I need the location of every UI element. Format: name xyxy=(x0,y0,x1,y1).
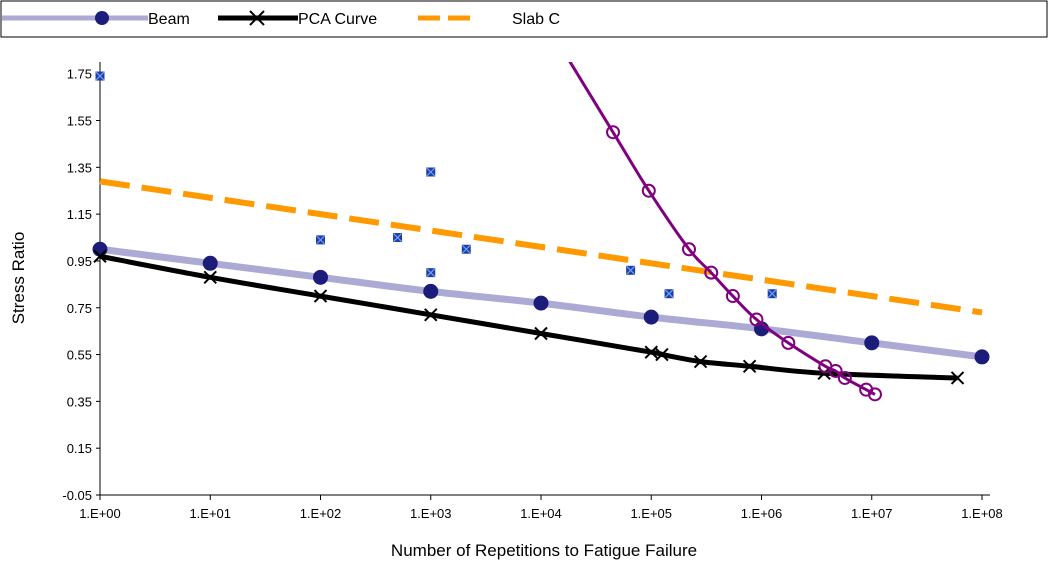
purple-curve-point xyxy=(641,183,656,198)
beam-point xyxy=(864,335,880,351)
legend-beam-label: Beam xyxy=(148,11,190,28)
pca-curve-point xyxy=(313,289,328,303)
blue-point-cross xyxy=(95,71,105,81)
purple-curve-point xyxy=(828,363,843,378)
y-axis-title: Stress Ratio xyxy=(9,232,28,325)
beam-point xyxy=(533,295,549,311)
x-axis-title: Number of Repetitions to Fatigue Failure xyxy=(391,541,697,560)
pca-curve-line xyxy=(99,253,958,381)
beam-point xyxy=(643,309,659,325)
beam-point xyxy=(423,283,439,299)
x-tick-label: 1.E+00 xyxy=(79,506,121,521)
y-tick-label: 0.15 xyxy=(67,441,92,456)
y-tick-label: -0.05 xyxy=(62,488,92,503)
pca-curve-point xyxy=(93,249,107,263)
pca-curve-point xyxy=(534,326,548,341)
pca-curve-point xyxy=(655,347,669,362)
x-tick-label: 1.E+07 xyxy=(851,506,893,521)
blue-point-cross xyxy=(626,265,636,275)
blue-point-cross xyxy=(316,235,325,245)
beam-point xyxy=(974,349,990,365)
legend-slab-c-label: Slab C xyxy=(512,11,560,28)
blue-point-series xyxy=(95,71,777,299)
x-tick-label: 1.E+03 xyxy=(410,506,452,521)
legend-pca-label: PCA Curve xyxy=(298,11,377,28)
y-tick-label: 0.55 xyxy=(67,348,92,363)
pca-curve-point xyxy=(950,371,965,385)
purple-curve-point xyxy=(837,370,852,385)
y-tick-label: 0.75 xyxy=(67,301,92,316)
y-tick-label: 1.55 xyxy=(67,114,92,129)
legend: Beam PCA Curve Slab C xyxy=(2,10,560,28)
blue-point-cross xyxy=(461,244,471,254)
beam-point xyxy=(313,269,328,285)
pca-curve-point xyxy=(644,345,658,359)
slab-c-series xyxy=(99,178,983,316)
legend-box xyxy=(0,0,1048,38)
y-tick-label: 1.15 xyxy=(67,207,92,222)
purple-curve-line xyxy=(568,62,876,396)
x-tick-label: 1.E+06 xyxy=(741,506,783,521)
purple-curve-point xyxy=(704,265,719,280)
purple-curve-point xyxy=(725,289,740,304)
purple-curve-point xyxy=(867,387,882,402)
purple-curve-point xyxy=(682,242,697,257)
pca-curve-point xyxy=(693,354,708,369)
pca-curve-series xyxy=(93,249,965,385)
x-tick-label: 1.E+04 xyxy=(520,506,562,521)
y-tick-label: 1.75 xyxy=(67,67,92,82)
beam-point xyxy=(202,255,218,271)
legend-pca-marker xyxy=(249,10,265,26)
purple-curve-point xyxy=(781,335,796,350)
purple-series xyxy=(568,62,882,402)
blue-point-cross xyxy=(426,167,436,177)
beam-point xyxy=(92,241,108,257)
y-tick-label: 0.35 xyxy=(67,394,92,409)
blue-point-cross xyxy=(664,289,674,299)
blue-point-cross xyxy=(426,268,436,278)
pca-curve-point xyxy=(203,270,217,285)
pca-curve-point xyxy=(424,308,438,322)
x-tick-label: 1.E+02 xyxy=(300,506,342,521)
slab-c-line xyxy=(99,178,983,316)
x-tick-label: 1.E+08 xyxy=(961,506,1003,521)
blue-point-cross xyxy=(393,233,402,242)
blue-point-cross xyxy=(767,289,777,299)
pca-curve-point xyxy=(742,359,757,373)
y-tick-label: 1.35 xyxy=(67,160,92,175)
x-tick-label: 1.E+05 xyxy=(630,506,672,521)
purple-curve-point xyxy=(606,125,621,140)
y-tick-label: 0.95 xyxy=(67,254,92,269)
x-tick-label: 1.E+01 xyxy=(189,506,231,521)
legend-beam-marker xyxy=(95,11,109,25)
x-ticks: 1.E+00 1.E+01 1.E+02 1.E+03 1.E+04 1.E+05 1.E+… xyxy=(79,495,1003,521)
y-ticks: -0.05 0.15 0.35 0.55 0.75 0.95 1.15 1.35 1.55 1.7… xyxy=(62,67,100,503)
beam-series xyxy=(92,241,990,365)
purple-curve-point xyxy=(749,312,764,327)
